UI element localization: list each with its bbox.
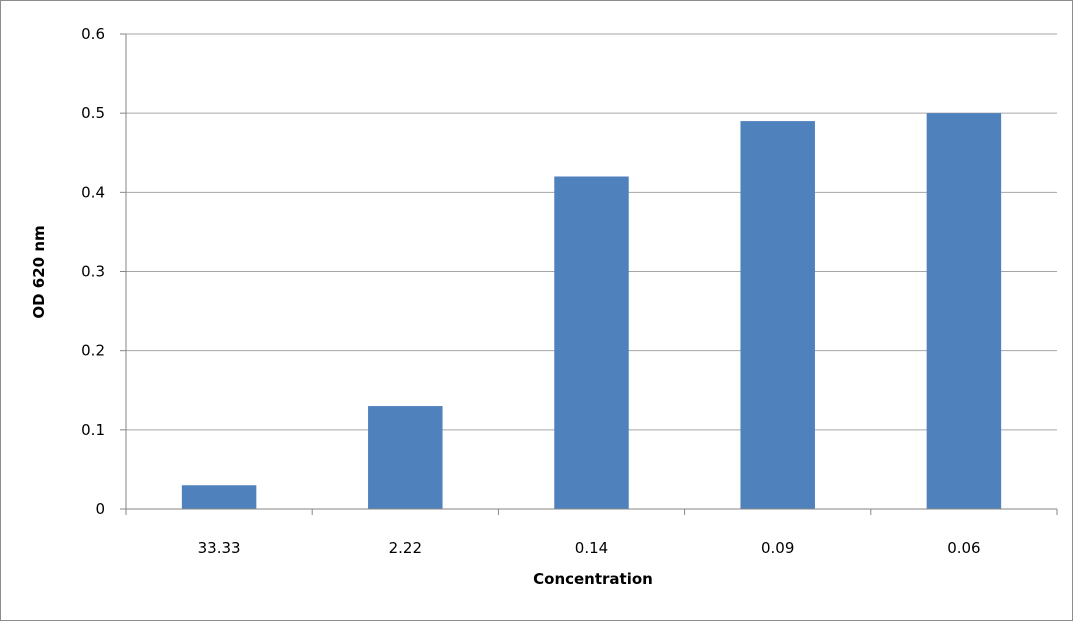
y-tick-label: 0.4 [81,183,105,201]
y-tick-label: 0.1 [81,421,105,439]
x-tick-labels: 33.33 2.22 0.14 0.09 0.06 [198,539,981,557]
bars [181,113,1002,510]
y-axis-title: OD 620 nm [30,225,48,318]
x-tick-label: 0.06 [947,539,980,557]
y-tick-label: 0.6 [81,25,105,43]
x-tick-label: 2.22 [389,539,422,557]
x-tick-label: 0.14 [575,539,608,557]
bar [926,113,1002,510]
bar [368,406,443,509]
x-axis-title: Concentration [533,570,653,588]
bar [554,176,629,509]
bar [181,485,257,509]
axes [120,33,1058,515]
y-tick-labels: 0 0.1 0.2 0.3 0.4 0.5 0.6 [81,25,105,518]
y-tick-label: 0.3 [81,263,105,281]
x-tick-label: 0.09 [761,539,794,557]
y-tick-label: 0.2 [81,342,105,360]
x-tick-label: 33.33 [198,539,241,557]
y-tick-label: 0.5 [81,104,105,122]
bar [740,121,815,509]
y-tick-label: 0 [95,500,105,518]
